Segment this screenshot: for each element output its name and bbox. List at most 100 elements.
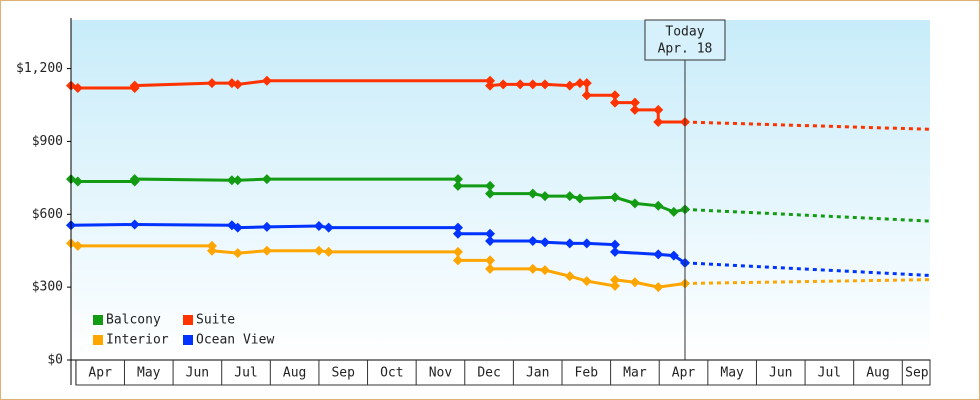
marker xyxy=(629,198,640,209)
marker xyxy=(498,79,509,90)
marker xyxy=(323,246,334,257)
today-date: Apr. 18 xyxy=(658,42,713,57)
month-band xyxy=(75,359,931,386)
marker xyxy=(653,282,664,293)
legend-swatch xyxy=(183,335,193,345)
marker xyxy=(581,238,592,249)
marker xyxy=(232,222,243,233)
marker xyxy=(527,236,538,246)
marker xyxy=(539,265,550,276)
marker xyxy=(261,245,272,256)
x-tick-label: Feb xyxy=(575,366,599,381)
marker xyxy=(323,222,334,233)
marker xyxy=(206,78,217,89)
x-tick-label: Jun xyxy=(186,366,209,381)
today-box xyxy=(644,19,726,61)
x-tick-label: Apr xyxy=(672,366,696,381)
forecast-line xyxy=(684,207,931,223)
marker xyxy=(485,236,496,246)
marker xyxy=(564,80,575,91)
marker xyxy=(581,78,592,89)
marker xyxy=(452,174,463,185)
marker xyxy=(668,206,679,217)
x-tick-label: Sep xyxy=(331,366,355,381)
marker xyxy=(581,276,592,287)
plot-area xyxy=(71,20,930,360)
marker xyxy=(485,188,496,199)
marker xyxy=(629,97,640,108)
legend-swatch xyxy=(183,315,193,325)
marker xyxy=(452,222,463,233)
x-tick-label: Jul xyxy=(818,366,841,381)
marker xyxy=(574,193,585,204)
today-label: Today xyxy=(665,25,704,40)
marker xyxy=(527,188,538,199)
marker xyxy=(653,249,664,260)
legend-label: Suite xyxy=(196,313,235,328)
marker xyxy=(72,83,83,93)
x-tick-label: Apr xyxy=(88,366,112,381)
x-tick-label: Mar xyxy=(623,366,647,381)
x-tick-label: Nov xyxy=(429,366,453,381)
marker xyxy=(485,228,496,239)
marker xyxy=(313,245,324,256)
marker xyxy=(313,220,324,231)
marker xyxy=(609,90,620,101)
marker xyxy=(232,248,243,259)
y-tick-label: $1,200 xyxy=(16,61,63,76)
marker xyxy=(629,277,640,288)
x-tick-label: Sep xyxy=(905,366,929,381)
legend-label: Balcony xyxy=(106,313,161,328)
marker xyxy=(539,237,550,248)
marker xyxy=(226,175,237,186)
y-tick-label: $0 xyxy=(47,353,63,368)
marker xyxy=(653,104,664,115)
marker xyxy=(668,250,679,261)
marker xyxy=(485,180,496,191)
marker xyxy=(609,274,620,285)
x-tick-label: Jan xyxy=(526,366,549,381)
marker xyxy=(452,255,463,266)
marker xyxy=(653,200,664,211)
marker xyxy=(206,245,217,256)
legend-label: Interior xyxy=(106,333,169,348)
marker xyxy=(129,80,140,91)
marker xyxy=(527,263,538,274)
x-tick-label: Aug xyxy=(866,366,889,381)
marker xyxy=(527,79,538,90)
marker xyxy=(452,180,463,191)
marker xyxy=(609,280,620,291)
marker xyxy=(232,175,243,186)
marker xyxy=(452,228,463,239)
marker xyxy=(609,192,620,203)
marker xyxy=(564,238,575,249)
marker xyxy=(653,117,664,127)
marker xyxy=(485,80,496,91)
x-tick-label: Jun xyxy=(769,366,792,381)
marker xyxy=(581,90,592,101)
marker xyxy=(232,79,243,90)
y-tick-label: $300 xyxy=(32,280,63,295)
x-tick-label: May xyxy=(720,366,744,381)
legend-swatch xyxy=(93,335,103,345)
marker xyxy=(609,246,620,257)
legend-swatch xyxy=(93,315,103,325)
marker xyxy=(539,191,550,202)
marker xyxy=(564,191,575,202)
marker xyxy=(72,176,83,187)
x-tick-label: Oct xyxy=(380,366,403,381)
marker xyxy=(629,104,640,115)
y-tick-label: $600 xyxy=(32,207,63,222)
marker xyxy=(129,219,140,230)
marker xyxy=(609,239,620,250)
forecast-line xyxy=(684,120,931,131)
marker xyxy=(129,174,140,185)
marker xyxy=(485,255,496,266)
x-tick-label: Dec xyxy=(477,366,500,381)
marker xyxy=(261,174,272,185)
marker xyxy=(574,78,585,89)
y-tick-label: $900 xyxy=(32,134,63,149)
x-tick-label: Jul xyxy=(234,366,257,381)
forecast-line xyxy=(684,278,931,285)
